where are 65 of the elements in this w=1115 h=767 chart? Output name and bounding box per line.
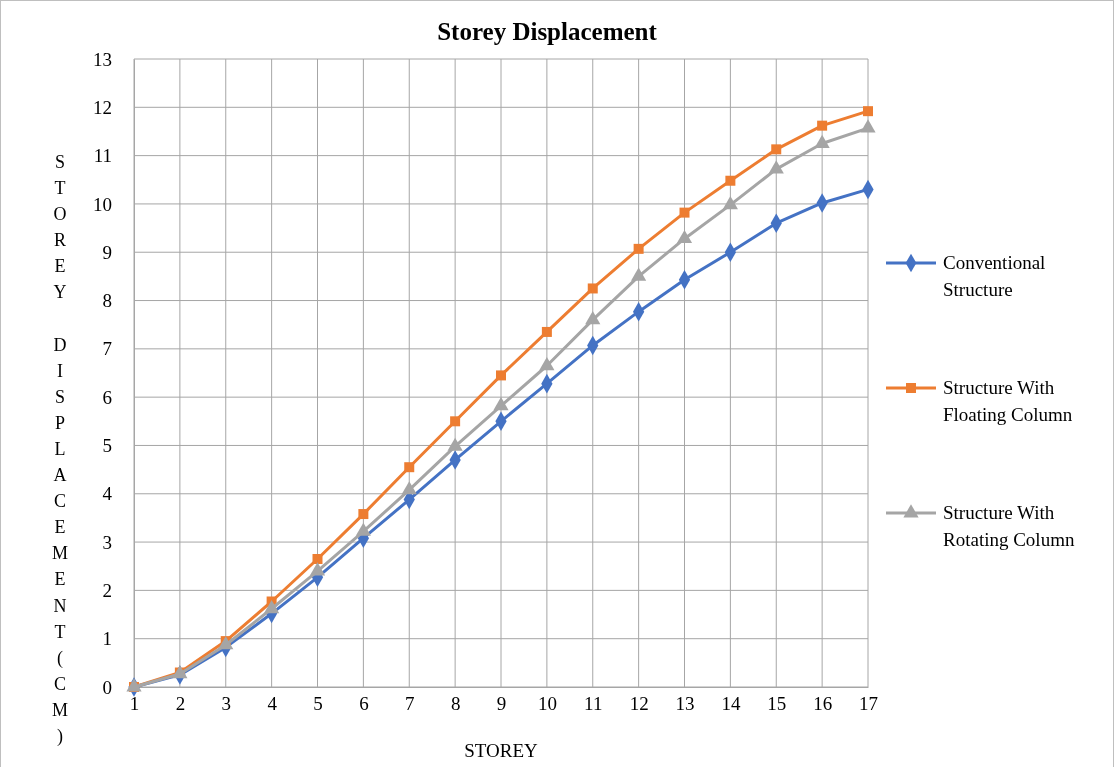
x-tick-label: 8 <box>450 693 461 715</box>
legend-label: Structure With Floating Column <box>943 377 1073 425</box>
point <box>541 326 552 337</box>
y-tick-label: 3 <box>102 531 112 553</box>
legend-label: Structure With Rotating Column <box>943 502 1075 550</box>
text: STOREY DISPLACEMENT(CM) <box>51 152 69 746</box>
legend-label: Conventional Structure <box>943 252 1046 300</box>
x-tick-label: 10 <box>537 693 557 715</box>
chart-title: Storey Displacement <box>437 18 658 45</box>
x-tick-label: 2 <box>175 693 186 715</box>
x-tick-label: 15 <box>767 693 787 715</box>
x-tick-label: 6 <box>359 693 369 715</box>
x-axis-title: STOREY <box>464 740 539 761</box>
x-tick-label: 4 <box>267 693 278 715</box>
point <box>126 678 142 692</box>
y-tick-label: 11 <box>93 145 112 167</box>
point <box>631 267 647 281</box>
y-tick-label: 5 <box>102 435 112 457</box>
point <box>358 509 369 520</box>
point <box>404 462 415 473</box>
point <box>860 119 876 133</box>
x-tick-label: 12 <box>629 693 649 715</box>
y-tick-label: 4 <box>102 483 113 505</box>
point <box>496 370 506 381</box>
x-tick-label: 17 <box>859 693 878 715</box>
point <box>312 553 323 564</box>
x-tick-label: 7 <box>405 693 415 715</box>
point <box>817 120 828 131</box>
point <box>771 144 782 155</box>
point <box>585 311 601 325</box>
x-tick-label: 14 <box>721 693 741 715</box>
point <box>309 562 326 576</box>
y-tick-label: 7 <box>102 338 112 360</box>
point <box>450 416 461 427</box>
point <box>722 196 738 210</box>
point <box>814 134 830 148</box>
point <box>863 106 873 117</box>
x-tick-label: 13 <box>675 693 695 715</box>
point <box>447 437 463 451</box>
point <box>587 283 598 294</box>
y-tick-label: 0 <box>102 676 112 698</box>
point <box>401 481 417 495</box>
y-tick-label: 1 <box>102 628 112 650</box>
y-tick-label: 12 <box>93 96 112 118</box>
x-tick-label: 9 <box>496 693 507 715</box>
y-tick-label: 2 <box>102 579 112 601</box>
point <box>633 243 644 254</box>
point <box>679 207 690 218</box>
point <box>768 160 784 174</box>
point <box>355 522 371 536</box>
x-tick-label: 5 <box>313 693 323 715</box>
x-tick-label: 11 <box>584 693 603 715</box>
point <box>493 397 509 411</box>
point <box>676 229 693 244</box>
y-tick-label: 9 <box>102 241 112 263</box>
y-tick-label: 10 <box>93 193 112 215</box>
y-tick-label: 6 <box>102 386 112 408</box>
point <box>539 356 555 371</box>
x-tick-label: 16 <box>813 693 833 715</box>
y-tick-label: 13 <box>93 48 112 70</box>
y-tick-label: 8 <box>102 290 112 312</box>
point <box>264 599 280 614</box>
x-tick-label: 3 <box>221 693 231 715</box>
x-tick-label: 1 <box>129 693 140 715</box>
point <box>725 175 736 186</box>
